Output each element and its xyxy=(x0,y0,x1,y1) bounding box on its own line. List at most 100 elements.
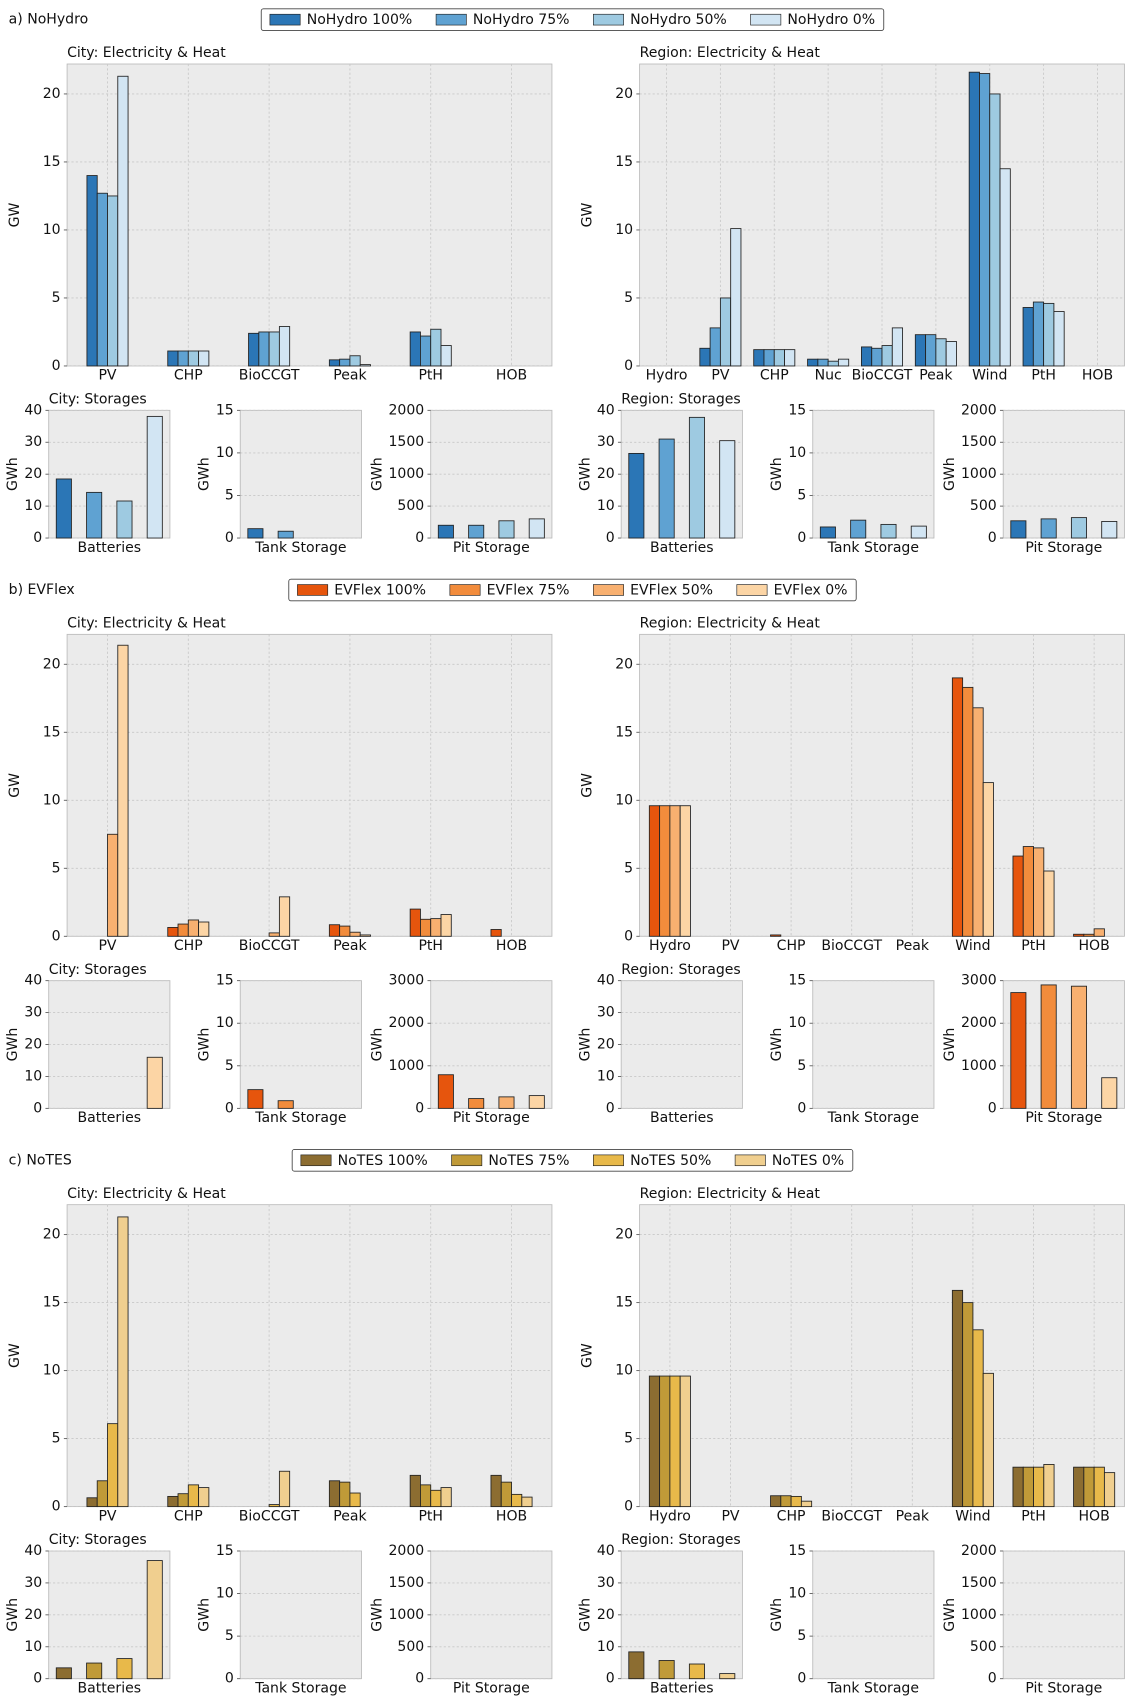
x-tick-label: BioCCGT xyxy=(239,938,300,954)
y-tick-label: 10 xyxy=(788,1586,806,1602)
x-tick-label: Wind xyxy=(955,938,990,954)
y-tick-label: 1000 xyxy=(961,466,997,482)
y-tick-label: 5 xyxy=(797,1058,806,1074)
bar xyxy=(1012,1466,1024,1508)
y-tick-label: 3000 xyxy=(961,973,997,989)
y-tick-label: 20 xyxy=(615,86,633,102)
legend-swatch xyxy=(449,584,481,596)
bar xyxy=(177,350,189,367)
y-tick-label: 1500 xyxy=(388,434,424,450)
bar xyxy=(659,1375,671,1508)
bar xyxy=(430,918,442,937)
y-tick-label: 5 xyxy=(797,1628,806,1644)
bar xyxy=(490,929,502,937)
x-tick-label: Batteries xyxy=(650,1680,714,1696)
x-tick-label: Tank Storage xyxy=(827,1680,919,1696)
bar xyxy=(277,1100,294,1109)
y-tick-label: 30 xyxy=(597,434,615,450)
y-tick-label: 20 xyxy=(597,466,615,482)
x-tick-label: PV xyxy=(98,1508,116,1524)
x-tick-label: HOB xyxy=(496,368,527,384)
bar xyxy=(1033,847,1045,937)
bar xyxy=(982,782,994,937)
y-tick-label: 0 xyxy=(52,358,61,374)
bar xyxy=(177,923,189,937)
bar xyxy=(982,1372,994,1508)
y-axis-label: GW xyxy=(7,773,23,798)
bar xyxy=(528,1095,545,1109)
bar xyxy=(177,1493,189,1508)
bar xyxy=(719,297,732,367)
bar xyxy=(1083,1466,1095,1508)
panel-title: City: Storages xyxy=(49,1532,147,1548)
bar xyxy=(648,805,661,937)
bar xyxy=(268,932,280,937)
plot-area xyxy=(66,633,553,937)
y-tick-label: 20 xyxy=(597,1037,615,1053)
legend-box xyxy=(260,8,885,31)
y-tick-label: 10 xyxy=(597,498,615,514)
bar xyxy=(817,358,829,367)
y-tick-label: 10 xyxy=(788,1015,806,1031)
x-tick-label: PtH xyxy=(418,368,443,384)
bar xyxy=(198,1487,210,1508)
bar xyxy=(498,520,515,539)
y-axis-label: GW xyxy=(580,1343,596,1368)
bar xyxy=(146,1056,163,1109)
y-tick-label: 10 xyxy=(615,792,633,808)
x-tick-label: Peak xyxy=(896,1508,930,1524)
panel-title: City: Electricity & Heat xyxy=(67,1186,226,1202)
bar xyxy=(349,1492,361,1508)
y-tick-label: 0 xyxy=(415,1100,424,1116)
y-tick-label: 20 xyxy=(24,1037,42,1053)
bar xyxy=(86,1497,98,1508)
y-tick-label: 5 xyxy=(225,487,234,503)
x-tick-label: Batteries xyxy=(650,540,714,556)
bar xyxy=(719,1673,736,1680)
x-tick-label: Hydro xyxy=(649,1508,691,1524)
y-axis-label: GWh xyxy=(370,1028,386,1062)
bar xyxy=(972,1329,984,1508)
y-tick-label: 1500 xyxy=(961,1575,997,1591)
x-tick-label: Tank Storage xyxy=(254,1110,346,1126)
x-tick-label: Peak xyxy=(919,368,953,384)
legend-swatch xyxy=(269,13,301,26)
bar xyxy=(521,1496,533,1508)
bar xyxy=(989,93,1001,367)
plot-area xyxy=(239,409,362,539)
y-axis-label: GWh xyxy=(197,457,213,491)
bar xyxy=(679,805,691,937)
bar xyxy=(972,707,984,937)
x-tick-label: CHP xyxy=(777,1508,806,1524)
y-tick-label: 1000 xyxy=(388,466,424,482)
bar xyxy=(850,519,867,539)
x-tick-label: Hydro xyxy=(649,938,691,954)
bar xyxy=(528,518,545,539)
y-tick-label: 1000 xyxy=(961,1607,997,1623)
bar xyxy=(837,358,850,367)
y-tick-label: 15 xyxy=(788,973,806,989)
x-tick-label: PV xyxy=(711,368,729,384)
y-tick-label: 20 xyxy=(24,466,42,482)
y-tick-label: 40 xyxy=(24,402,42,418)
x-tick-label: PV xyxy=(721,938,739,954)
legend-label: NoHydro 75% xyxy=(473,12,570,28)
x-tick-label: Pit Storage xyxy=(453,1110,530,1126)
bar xyxy=(1040,518,1057,539)
bar xyxy=(730,228,742,367)
y-tick-label: 1000 xyxy=(961,1058,997,1074)
bar xyxy=(437,524,454,539)
legend-box xyxy=(288,578,857,602)
plot-area xyxy=(812,409,935,539)
plot-area xyxy=(812,1550,935,1680)
y-tick-label: 2000 xyxy=(961,1543,997,1559)
bar xyxy=(914,334,927,367)
bar xyxy=(669,1375,681,1508)
bar xyxy=(1073,1466,1085,1508)
bar xyxy=(247,528,264,539)
x-tick-label: Batteries xyxy=(650,1110,714,1126)
y-tick-label: 500 xyxy=(970,498,997,514)
y-tick-label: 20 xyxy=(24,1607,42,1623)
y-tick-label: 40 xyxy=(597,402,615,418)
